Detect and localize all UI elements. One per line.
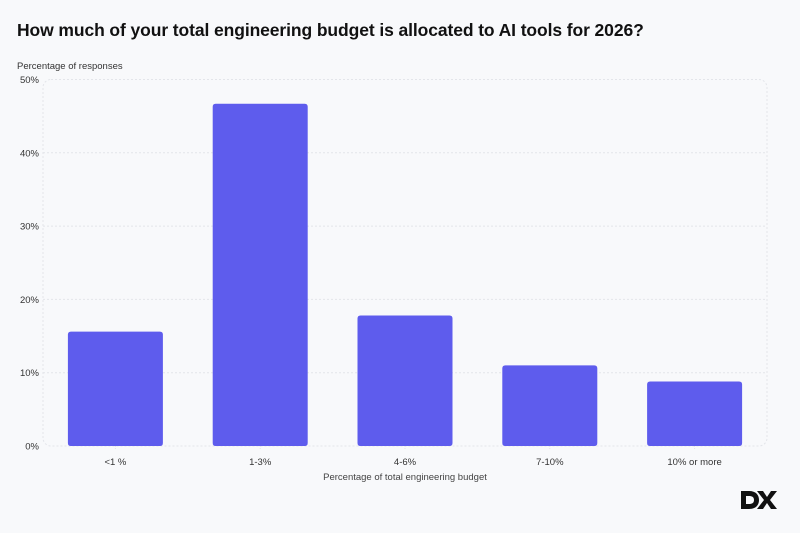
bar-3: [357, 315, 453, 446]
x-ticks: <1 % 1-3% 4-6% 7-10% 10% or more: [104, 446, 722, 468]
dx-logo: [739, 488, 779, 517]
x-tick-label: 10% or more: [667, 457, 721, 468]
y-tick-label: 20%: [20, 295, 40, 306]
y-tick-label: 0%: [25, 442, 39, 453]
x-tick-label: 1-3%: [249, 457, 272, 468]
x-tick-label: 7-10%: [536, 457, 564, 468]
y-tick-label: 40%: [20, 148, 40, 159]
y-tick-label: 30%: [20, 222, 40, 233]
y-axis-label: Percentage of responses: [17, 61, 123, 72]
y-tick-label: 10%: [20, 368, 40, 379]
x-axis-label: Percentage of total engineering budget: [323, 472, 487, 483]
x-tick-label: 4-6%: [394, 457, 417, 468]
chart-title: How much of your total engineering budge…: [17, 20, 644, 40]
x-tick-label: <1 %: [104, 457, 126, 468]
bar-4: [502, 365, 598, 446]
bar-5: [647, 381, 743, 446]
y-tick-label: 50%: [20, 75, 40, 86]
bar-1: [67, 331, 163, 446]
bars: [67, 103, 743, 447]
bar-2: [212, 103, 308, 447]
y-ticks: 0% 10% 20% 30% 40% 50%: [20, 75, 40, 453]
dx-logo-icon: [741, 491, 777, 509]
